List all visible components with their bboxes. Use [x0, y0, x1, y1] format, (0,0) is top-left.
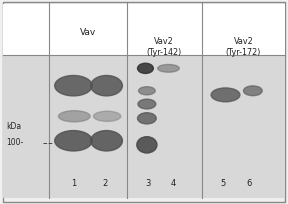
Text: 5: 5 [221, 179, 226, 188]
Ellipse shape [55, 75, 92, 96]
Ellipse shape [211, 88, 240, 102]
Ellipse shape [58, 111, 90, 122]
Ellipse shape [91, 75, 122, 96]
Text: 4: 4 [170, 179, 175, 188]
Text: 3: 3 [146, 179, 151, 188]
Text: Vav: Vav [80, 28, 96, 37]
Ellipse shape [158, 64, 179, 72]
FancyBboxPatch shape [3, 2, 285, 202]
Ellipse shape [138, 99, 156, 109]
Ellipse shape [93, 111, 121, 121]
Ellipse shape [55, 131, 92, 151]
Text: 2: 2 [103, 179, 108, 188]
Ellipse shape [137, 113, 156, 124]
Text: 100-: 100- [6, 138, 23, 147]
Text: kDa: kDa [6, 122, 21, 131]
Text: 6: 6 [247, 179, 252, 188]
Ellipse shape [137, 137, 157, 153]
Ellipse shape [91, 131, 122, 151]
Ellipse shape [138, 63, 153, 73]
Text: Vav2
(Tyr-142): Vav2 (Tyr-142) [147, 37, 182, 57]
FancyBboxPatch shape [3, 55, 285, 198]
Text: Vav2
(Tyr-172): Vav2 (Tyr-172) [226, 37, 261, 57]
Text: 1: 1 [71, 179, 76, 188]
Ellipse shape [139, 87, 155, 95]
FancyBboxPatch shape [3, 4, 285, 55]
Ellipse shape [244, 86, 262, 96]
